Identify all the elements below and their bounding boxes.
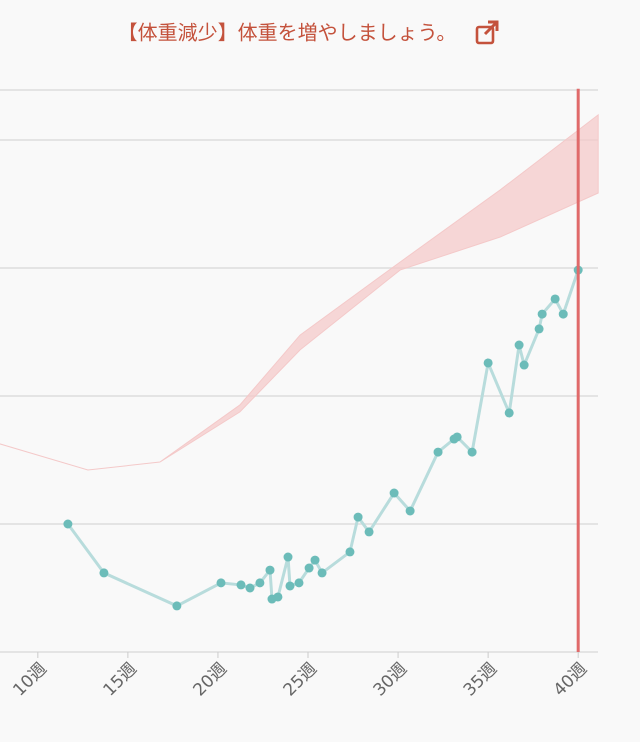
weight-point [273,592,283,602]
weight-point [294,578,304,588]
x-tick-label: 10週 [9,659,50,700]
weight-point [550,294,560,304]
weight-point [245,583,255,593]
x-tick-label: 15週 [99,659,140,700]
weight-point [63,519,73,529]
weight-point [433,447,443,457]
weight-point [519,360,529,370]
weight-point [514,340,524,350]
weight-point [534,324,544,334]
weight-point [172,601,182,611]
weight-point [310,555,320,565]
x-tick-label: 25週 [280,659,321,700]
weight-point [537,309,547,319]
reference-band [0,113,599,471]
x-tick-label: 40週 [550,659,591,700]
weight-point [255,578,265,588]
weight-point [317,568,327,578]
weight-point [467,447,477,457]
external-link-icon[interactable] [475,20,499,45]
x-tick-label: 30週 [370,659,411,700]
weight-point [285,581,295,591]
weight-point [236,580,246,590]
weight-point [389,488,399,498]
weight-point [304,563,314,573]
weight-line [66,269,580,608]
weight-point [99,568,109,578]
chart-title: 【体重減少】体重を増やしましょう。 [118,21,457,45]
icon-box [475,25,495,45]
weight-point [504,408,514,418]
weight-point [353,512,363,522]
weight-point [452,432,462,442]
weight-point [364,527,374,537]
weight-point [283,552,293,562]
x-tick-label: 20週 [190,659,231,700]
weight-point [483,358,493,368]
weight-point [216,578,226,588]
weight-point [405,506,415,516]
weight-point [558,309,568,319]
icon-arrow [483,20,499,36]
weight-point [345,547,355,557]
x-tick-label: 35週 [460,659,501,700]
weight-point [265,565,275,575]
